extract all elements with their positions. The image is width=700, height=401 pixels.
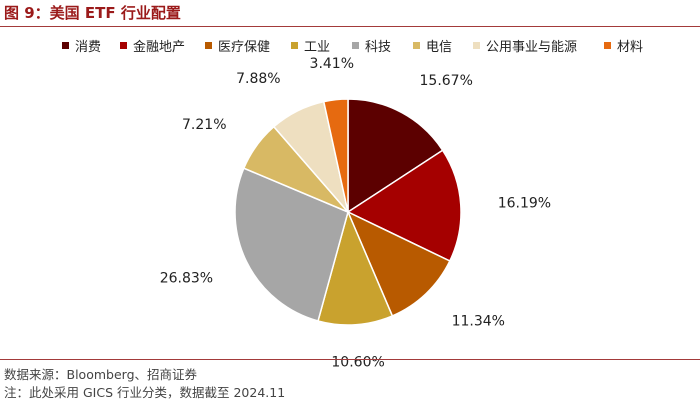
pie-slice xyxy=(346,149,462,263)
pie-slice xyxy=(317,209,394,326)
slice-data-label: 15.67% xyxy=(420,73,473,89)
legend-item: 医疗保健 xyxy=(205,36,270,55)
source-note: 数据来源：Bloomberg、招商证券 xyxy=(4,367,197,382)
legend-label: 消费 xyxy=(75,40,102,55)
legend-label: 工业 xyxy=(304,40,331,55)
legend-swatch xyxy=(473,42,480,49)
slice-data-label: 7.88% xyxy=(236,71,280,87)
pie-slice xyxy=(346,210,451,317)
legend-swatch xyxy=(205,42,212,49)
legend-swatch xyxy=(352,42,359,49)
legend-label: 金融地产 xyxy=(133,40,186,55)
legend-item: 公用事业与能源 xyxy=(473,36,577,55)
slice-data-label: 16.19% xyxy=(498,195,551,211)
legend-item: 消费 xyxy=(62,36,101,55)
slice-data-label: 7.21% xyxy=(182,117,226,133)
chart-legend: 消费 金融地产 医疗保健 工业 科技 电信 公用事业与能源 材料 xyxy=(0,36,700,58)
legend-swatch xyxy=(604,42,611,49)
slice-data-label: 3.41% xyxy=(310,56,354,72)
slice-data-label: 11.34% xyxy=(452,313,505,329)
legend-swatch xyxy=(62,42,69,49)
legend-label: 公用事业与能源 xyxy=(486,40,578,55)
footnote: 注：此处采用 GICS 行业分类，数据截至 2024.11 xyxy=(4,385,286,400)
figure-title: 图 9：美国 ETF 行业配置 xyxy=(4,4,181,22)
legend-item: 科技 xyxy=(352,36,391,55)
pie-slice xyxy=(347,98,444,214)
legend-label: 材料 xyxy=(617,40,644,55)
legend-item: 金融地产 xyxy=(120,36,185,55)
legend-swatch xyxy=(120,42,127,49)
top-divider xyxy=(0,26,700,27)
legend-label: 电信 xyxy=(426,40,453,55)
legend-item: 工业 xyxy=(291,36,330,55)
pie-slice xyxy=(234,167,349,322)
legend-label: 医疗保健 xyxy=(218,40,271,55)
legend-swatch xyxy=(291,42,298,49)
slice-data-label: 26.83% xyxy=(160,271,213,287)
legend-item: 电信 xyxy=(413,36,452,55)
slice-data-label: 10.60% xyxy=(331,355,384,371)
pie-slice xyxy=(322,98,349,213)
legend-item: 材料 xyxy=(604,36,643,55)
legend-swatch xyxy=(413,42,420,49)
legend-label: 科技 xyxy=(365,40,392,55)
bottom-divider xyxy=(0,359,700,360)
